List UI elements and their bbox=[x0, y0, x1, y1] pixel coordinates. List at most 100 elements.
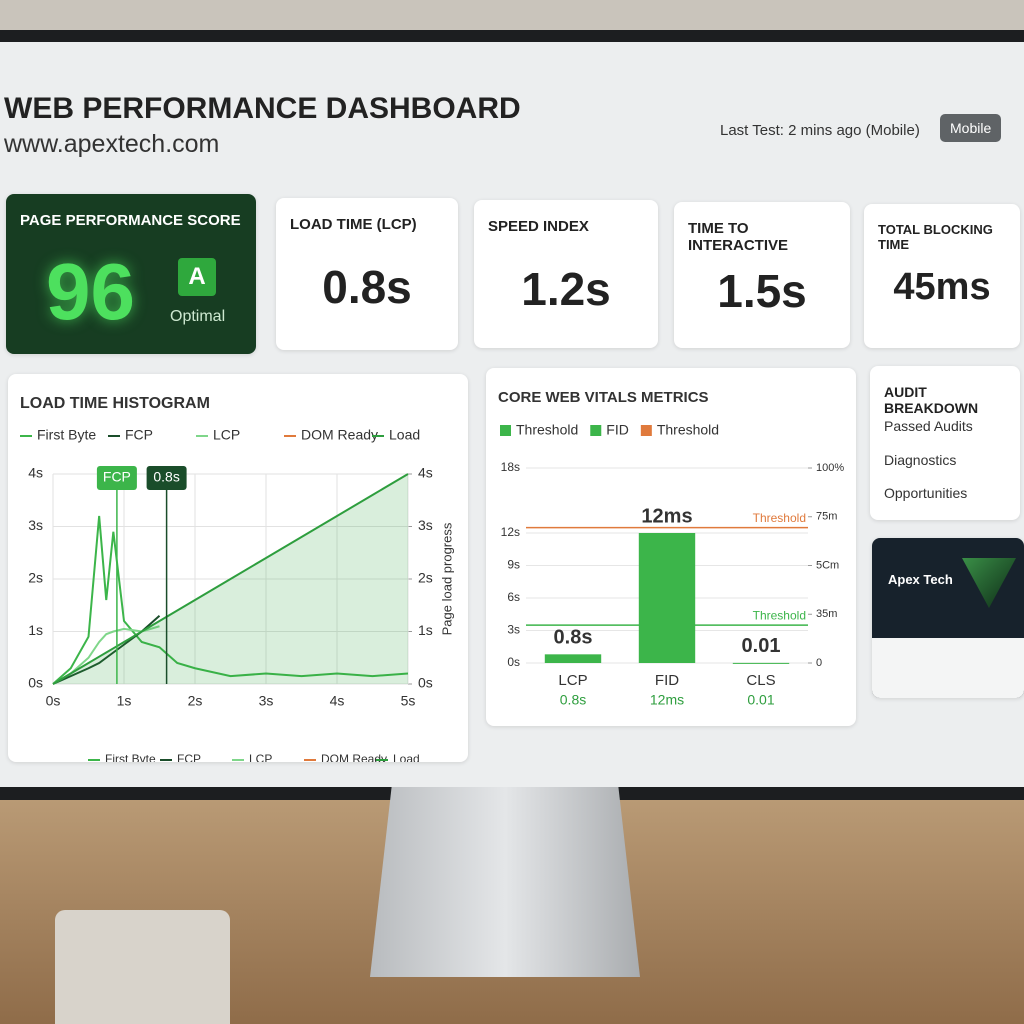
annotation-label: FCP bbox=[103, 469, 131, 485]
x-tick-label: 3s bbox=[259, 693, 274, 709]
x-tick-label: 5s bbox=[401, 693, 416, 709]
score-card: PAGE PERFORMANCE SCORE 96 A Optimal bbox=[6, 194, 256, 354]
coffee-mug bbox=[55, 910, 230, 1024]
y-tick-label: 0s bbox=[28, 675, 43, 691]
metric-value: 45ms bbox=[893, 266, 991, 308]
metric-value: 0.8s bbox=[322, 261, 412, 313]
x-tick-label: 2s bbox=[188, 693, 203, 709]
legend-label: First Byte bbox=[37, 427, 96, 443]
legend-label: FID bbox=[606, 422, 629, 438]
value-label: 12ms bbox=[641, 505, 692, 527]
threshold-label: Threshold bbox=[753, 511, 806, 525]
legend-label: LCP bbox=[213, 427, 240, 443]
legend-label: LCP bbox=[249, 752, 272, 762]
x-tick-label: FID bbox=[655, 672, 679, 689]
y-tick-label: 4s bbox=[28, 465, 43, 481]
score-value: 96 bbox=[46, 247, 135, 336]
metric-value: 1.5s bbox=[717, 265, 807, 317]
metric-label: TIME TO INTERACTIVE bbox=[688, 220, 789, 254]
chart-title: CORE WEB VITALS METRICS bbox=[498, 389, 709, 406]
y2-tick-label: 0s bbox=[418, 675, 433, 691]
y2-tick-label: 75m bbox=[816, 511, 837, 523]
value-label: 0.01 bbox=[742, 635, 781, 657]
device-button[interactable]: Mobile bbox=[940, 114, 1002, 142]
score-label: PAGE PERFORMANCE SCORE bbox=[20, 212, 241, 229]
legend-label: FCP bbox=[125, 427, 153, 443]
vitals-chart: CORE WEB VITALS METRICS Threshold FID Thres… bbox=[498, 389, 844, 708]
audit-item: Passed Audits bbox=[884, 418, 973, 434]
y-tick-label: 0s bbox=[507, 655, 520, 669]
value-label: 0.8s bbox=[554, 627, 593, 649]
y2-tick-label: 2s bbox=[418, 570, 433, 586]
annotation-box bbox=[146, 466, 187, 490]
preview-title: Apex Tech bbox=[888, 572, 953, 587]
series-line bbox=[52, 625, 160, 685]
value-sublabel: 12ms bbox=[650, 692, 684, 708]
audit-item: Opportunities bbox=[884, 485, 968, 501]
annotation-box bbox=[96, 466, 137, 490]
vitals-card: CORE WEB VITALS METRICS Threshold FID Thres… bbox=[486, 368, 856, 726]
score-status: Optimal bbox=[170, 308, 226, 325]
x-tick-label: 1s bbox=[117, 693, 132, 709]
x-tick-label: 4s bbox=[330, 693, 345, 709]
metric-card: TOTAL BLOCKING TIME 45ms bbox=[864, 204, 1020, 348]
site-preview: Apex Tech bbox=[872, 538, 1024, 698]
y2-tick-label: 1s bbox=[418, 622, 433, 638]
x-tick-label: 0s bbox=[46, 693, 61, 709]
annotation-label: 0.8s bbox=[153, 469, 179, 485]
legend-swatch bbox=[590, 425, 602, 436]
grade-badge: A bbox=[178, 258, 216, 296]
y-tick-label: 1s bbox=[28, 622, 43, 638]
y2-tick-label: 100% bbox=[816, 462, 844, 474]
series-line bbox=[52, 473, 409, 685]
metric-value: 1.2s bbox=[521, 263, 611, 315]
value-sublabel: 0.01 bbox=[747, 692, 774, 708]
histogram-chart: LOAD TIME HISTOGRAM 0s 1s 2s 3s 4s 0s 1s 2s 3s 4s 0… bbox=[20, 395, 454, 766]
x-tick-label: LCP bbox=[558, 672, 587, 689]
metric-card: TIME TO INTERACTIVE 1.5s bbox=[674, 202, 850, 348]
y2-tick-label: 4s bbox=[418, 465, 433, 481]
dashboard-title: WEB PERFORMANCE DASHBOARD bbox=[4, 92, 521, 125]
metric-card: SPEED INDEX 1.2s bbox=[474, 200, 658, 348]
y2-tick-label: 5Cm bbox=[816, 559, 839, 571]
bar bbox=[544, 654, 602, 663]
value-sublabel: 0.8s bbox=[560, 692, 586, 708]
y2-tick-label: 35m bbox=[816, 608, 837, 620]
screen: WEB PERFORMANCE DASHBOARD www.apextech.c… bbox=[0, 42, 1024, 787]
y2-tick-label: 0 bbox=[816, 657, 822, 669]
metric-card: LOAD TIME (LCP) 0.8s bbox=[276, 198, 458, 350]
last-test: Last Test: 2 mins ago (Mobile) bbox=[720, 122, 920, 139]
y-tick-label: 3s bbox=[507, 623, 520, 637]
bar bbox=[638, 533, 696, 663]
threshold-label: Threshold bbox=[753, 608, 806, 622]
y-tick-label: 12s bbox=[501, 525, 520, 539]
legend-label: Load bbox=[389, 427, 420, 443]
legend-label: First Byte bbox=[105, 752, 156, 762]
series-line bbox=[52, 515, 409, 685]
audit-item: Diagnostics bbox=[884, 452, 957, 468]
chart-title: LOAD TIME HISTOGRAM bbox=[20, 395, 210, 412]
metric-label: LOAD TIME (LCP) bbox=[290, 216, 417, 233]
legend-swatch bbox=[640, 425, 652, 436]
metric-label: SPEED INDEX bbox=[488, 218, 589, 235]
monitor-stand bbox=[370, 787, 640, 977]
y2-tick-label: 3s bbox=[418, 517, 433, 533]
audit-card: AUDIT BREAKDOWN Passed Audits Diagnostic… bbox=[870, 366, 1020, 520]
x-tick-label: CLS bbox=[746, 672, 775, 689]
preview-logo bbox=[962, 558, 1016, 608]
legend-label: Load bbox=[393, 752, 420, 762]
histogram-card: LOAD TIME HISTOGRAM 0s 1s 2s 3s 4s 0s 1s 2s 3s 4s 0… bbox=[8, 374, 468, 766]
audit-title: AUDIT BREAKDOWN bbox=[884, 384, 979, 416]
y-tick-label: 18s bbox=[501, 460, 520, 474]
legend-swatch bbox=[500, 425, 511, 436]
preview-body bbox=[872, 638, 1024, 698]
metric-label: TOTAL BLOCKING TIME bbox=[878, 222, 993, 252]
y-tick-label: 9s bbox=[507, 558, 520, 572]
y2-axis-label: Page load progress bbox=[439, 522, 454, 635]
legend-label: FCP bbox=[177, 752, 201, 762]
legend-label: DOM Ready bbox=[301, 427, 378, 443]
y-tick-label: 3s bbox=[28, 517, 43, 533]
legend-label: Threshold bbox=[657, 422, 719, 438]
legend-label: Threshold bbox=[516, 422, 578, 438]
